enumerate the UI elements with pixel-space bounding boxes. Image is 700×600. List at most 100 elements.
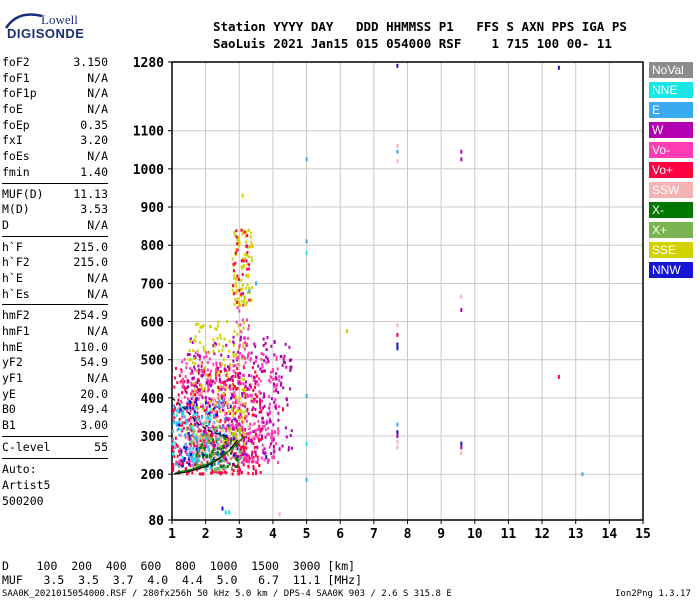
echo-point [180, 410, 183, 414]
echo-point [202, 345, 205, 349]
echo-point [228, 510, 231, 515]
echo-point [252, 455, 255, 459]
echo-point [198, 379, 201, 383]
echo-point [253, 422, 256, 426]
param-label: hmF1 [2, 324, 30, 338]
echo-point [179, 423, 182, 427]
echo-point [248, 289, 251, 293]
echo-point [256, 435, 259, 439]
param-row: foEp 0.35 [2, 118, 108, 134]
echo-point [248, 387, 251, 391]
echo-point [258, 426, 261, 430]
echo-point [252, 398, 255, 402]
x-tick-label: 1 [168, 527, 176, 542]
echo-point [237, 350, 240, 354]
echo-point [216, 324, 219, 328]
echo-point [244, 336, 247, 340]
echo-point [263, 404, 266, 408]
param-row: hmE 110.0 [2, 340, 108, 356]
echo-point [234, 233, 237, 237]
echo-point [186, 472, 189, 476]
echo-point [204, 401, 207, 405]
x-tick-label: 6 [336, 527, 344, 542]
param-value: 254.9 [73, 308, 108, 323]
header-labels: Station YYYY DAY DDD HHMMSS P1 FFS S AXN… [213, 19, 627, 34]
echo-point [235, 434, 238, 438]
echo-point [265, 455, 268, 460]
param-label: yF1 [2, 371, 23, 386]
echo-point [230, 392, 233, 396]
echo-point [256, 395, 259, 399]
echo-point [229, 387, 232, 391]
echo-point [182, 377, 185, 381]
echo-point [179, 463, 182, 467]
echo-point [187, 457, 190, 461]
echo-point [460, 441, 463, 446]
echo-point [248, 393, 251, 397]
echo-point [213, 341, 216, 345]
echo-point [289, 368, 292, 372]
echo-point [207, 434, 210, 438]
echo-point [235, 423, 238, 427]
echo-point [274, 376, 277, 380]
echo-point [259, 367, 262, 371]
param-row: foE N/A [2, 102, 108, 118]
echo-point [216, 413, 219, 417]
echo-point [188, 459, 191, 463]
echo-point [232, 351, 235, 355]
echo-point [230, 449, 233, 453]
echo-point [266, 458, 269, 462]
param-label: h`F2 [2, 255, 30, 270]
echo-point [221, 362, 224, 366]
echo-point [196, 353, 199, 357]
param-row: foF1p N/A [2, 86, 108, 102]
echo-point [211, 424, 214, 428]
echo-point [396, 159, 399, 164]
echo-point [259, 402, 262, 406]
echo-point [245, 286, 248, 290]
param-value: N/A [87, 371, 108, 386]
echo-point [196, 393, 199, 397]
echo-point [213, 381, 216, 385]
echo-point [198, 368, 201, 372]
echo-point [242, 345, 245, 349]
echo-point [222, 455, 225, 459]
echo-point [252, 388, 255, 392]
echo-point [213, 406, 216, 410]
echo-point [251, 245, 254, 249]
echo-point [216, 403, 219, 407]
echo-point [181, 415, 184, 419]
echo-point [198, 329, 201, 333]
echo-point [209, 436, 212, 440]
echo-point [187, 419, 190, 423]
echo-point [222, 404, 225, 408]
y-tick-label: 700 [141, 277, 165, 292]
echo-point [286, 403, 289, 407]
echo-point [273, 341, 276, 345]
echo-point [206, 454, 209, 458]
echo-point [177, 398, 180, 402]
echo-point [212, 443, 215, 447]
echo-point [215, 363, 218, 367]
param-label: yE [2, 386, 16, 401]
echo-point [218, 379, 221, 383]
echo-point [245, 435, 248, 439]
echo-point [192, 453, 195, 457]
echo-point [197, 388, 200, 392]
echo-point [226, 365, 229, 369]
echo-point [274, 403, 277, 407]
echo-point [243, 366, 246, 370]
echo-point [228, 349, 231, 353]
echo-point [263, 447, 266, 451]
echo-point [212, 362, 215, 366]
echo-point [217, 466, 220, 470]
echo-point [246, 453, 249, 457]
echo-point [245, 419, 248, 423]
echo-point [175, 460, 178, 464]
echo-point [206, 410, 209, 414]
echo-point [221, 396, 224, 400]
echo-point [245, 442, 248, 446]
echo-point [268, 412, 271, 416]
echo-point [184, 442, 187, 446]
